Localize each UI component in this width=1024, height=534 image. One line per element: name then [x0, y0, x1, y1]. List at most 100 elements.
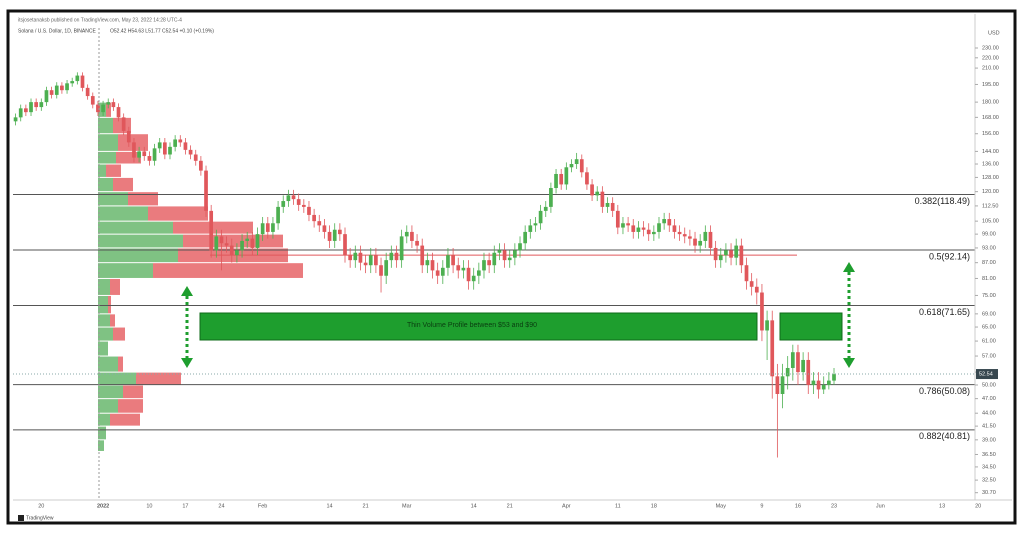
candle-body: [214, 236, 219, 251]
candle-body: [29, 102, 33, 113]
candle-body: [80, 75, 85, 88]
candle-body: [657, 223, 661, 232]
x-tick-label: Apr: [562, 503, 571, 509]
candle-body: [332, 229, 337, 241]
profile-down: [123, 385, 143, 399]
profile-down: [153, 263, 303, 278]
candle-body: [446, 255, 450, 268]
candle-body: [18, 108, 23, 118]
candle-body: [85, 87, 90, 97]
arrow-heads: [181, 262, 855, 368]
candle-body: [348, 255, 353, 261]
currency: USD: [988, 30, 1000, 36]
candle-body: [265, 223, 270, 232]
candle-body: [574, 159, 579, 165]
candle-body: [435, 270, 440, 276]
candle-body: [729, 250, 733, 258]
candle-body: [54, 85, 59, 95]
candle-body: [559, 173, 564, 185]
last-price-tag: [976, 369, 998, 380]
candle-body: [327, 231, 332, 241]
candle-body: [451, 255, 455, 266]
candle-body: [471, 275, 476, 282]
candle-body: [744, 265, 749, 282]
x-tick-label: Jun: [876, 503, 885, 509]
y-tick-label: 168.00: [982, 115, 999, 121]
candle-body: [276, 206, 280, 224]
profile-up: [98, 234, 183, 248]
candle-body: [595, 191, 600, 196]
profile-up: [98, 278, 110, 295]
profile-up: [98, 192, 128, 206]
candle-body: [497, 250, 502, 253]
candle-body: [693, 238, 697, 246]
candle-body: [322, 225, 327, 232]
chart-title: Solana / U.S. Dollar, 1D, BINANCE: [18, 28, 96, 34]
axis-panel: [975, 14, 1012, 514]
x-tick-label: Mar: [402, 503, 412, 509]
candle-body: [564, 167, 569, 185]
candle-body: [245, 238, 250, 241]
candle-body: [533, 223, 538, 226]
candle-body: [353, 252, 358, 261]
candle-body: [585, 172, 589, 185]
candle-body: [188, 149, 193, 155]
profile-down: [148, 206, 208, 221]
candle-body: [90, 96, 95, 105]
candle-body: [523, 231, 528, 244]
profile-down: [110, 413, 140, 426]
candle-body: [476, 270, 481, 276]
profile-down: [118, 356, 123, 372]
candle-body: [430, 260, 435, 271]
x-tick-label: 13: [939, 503, 945, 509]
y-tick-label: 180.00: [982, 100, 999, 106]
candle-body: [374, 255, 378, 266]
candle-body: [399, 236, 404, 261]
candle-body: [610, 202, 615, 211]
candle-body: [440, 267, 445, 276]
candle-body: [770, 320, 775, 377]
frame: [6, 9, 1017, 525]
profile-up: [98, 221, 173, 234]
candle-body: [621, 223, 625, 228]
candle-body: [482, 260, 486, 271]
profile-up: [98, 356, 118, 372]
x-tick-label: 10: [146, 503, 152, 509]
candle-body: [513, 250, 517, 258]
candle-body: [178, 139, 183, 143]
candle-body: [538, 210, 543, 224]
profile-up: [98, 385, 123, 399]
candle-body: [832, 374, 836, 381]
profile-up: [98, 134, 118, 151]
y-tick-label: 75.00: [982, 293, 996, 299]
profile-down: [106, 164, 121, 177]
candle-body: [415, 240, 419, 246]
profile-up: [98, 295, 108, 314]
profile-up: [98, 177, 113, 192]
candle-body: [549, 188, 553, 207]
y-tick-label: 47.00: [982, 396, 996, 402]
candle-body: [121, 117, 126, 131]
candle-body: [219, 236, 224, 244]
candle-body: [502, 250, 507, 261]
candle-body: [312, 214, 316, 222]
profile-up: [98, 372, 136, 385]
candle-body: [75, 75, 80, 82]
candle-body: [734, 245, 739, 258]
x-tick-label: May: [716, 503, 727, 509]
candle-body: [307, 206, 311, 215]
candle-body: [338, 229, 342, 235]
candle-body: [713, 247, 718, 261]
candle-body: [235, 250, 239, 256]
profile-down: [110, 278, 120, 295]
x-tick-label: 24: [218, 503, 224, 509]
profile-up: [98, 248, 178, 263]
arrow-head: [843, 358, 855, 368]
candle-body: [250, 238, 255, 248]
candle-body: [13, 117, 18, 122]
y-tick-label: 39.00: [982, 437, 996, 443]
candle-body: [240, 240, 244, 251]
candle-body: [626, 223, 630, 226]
x-tick-label: 21: [507, 503, 513, 509]
